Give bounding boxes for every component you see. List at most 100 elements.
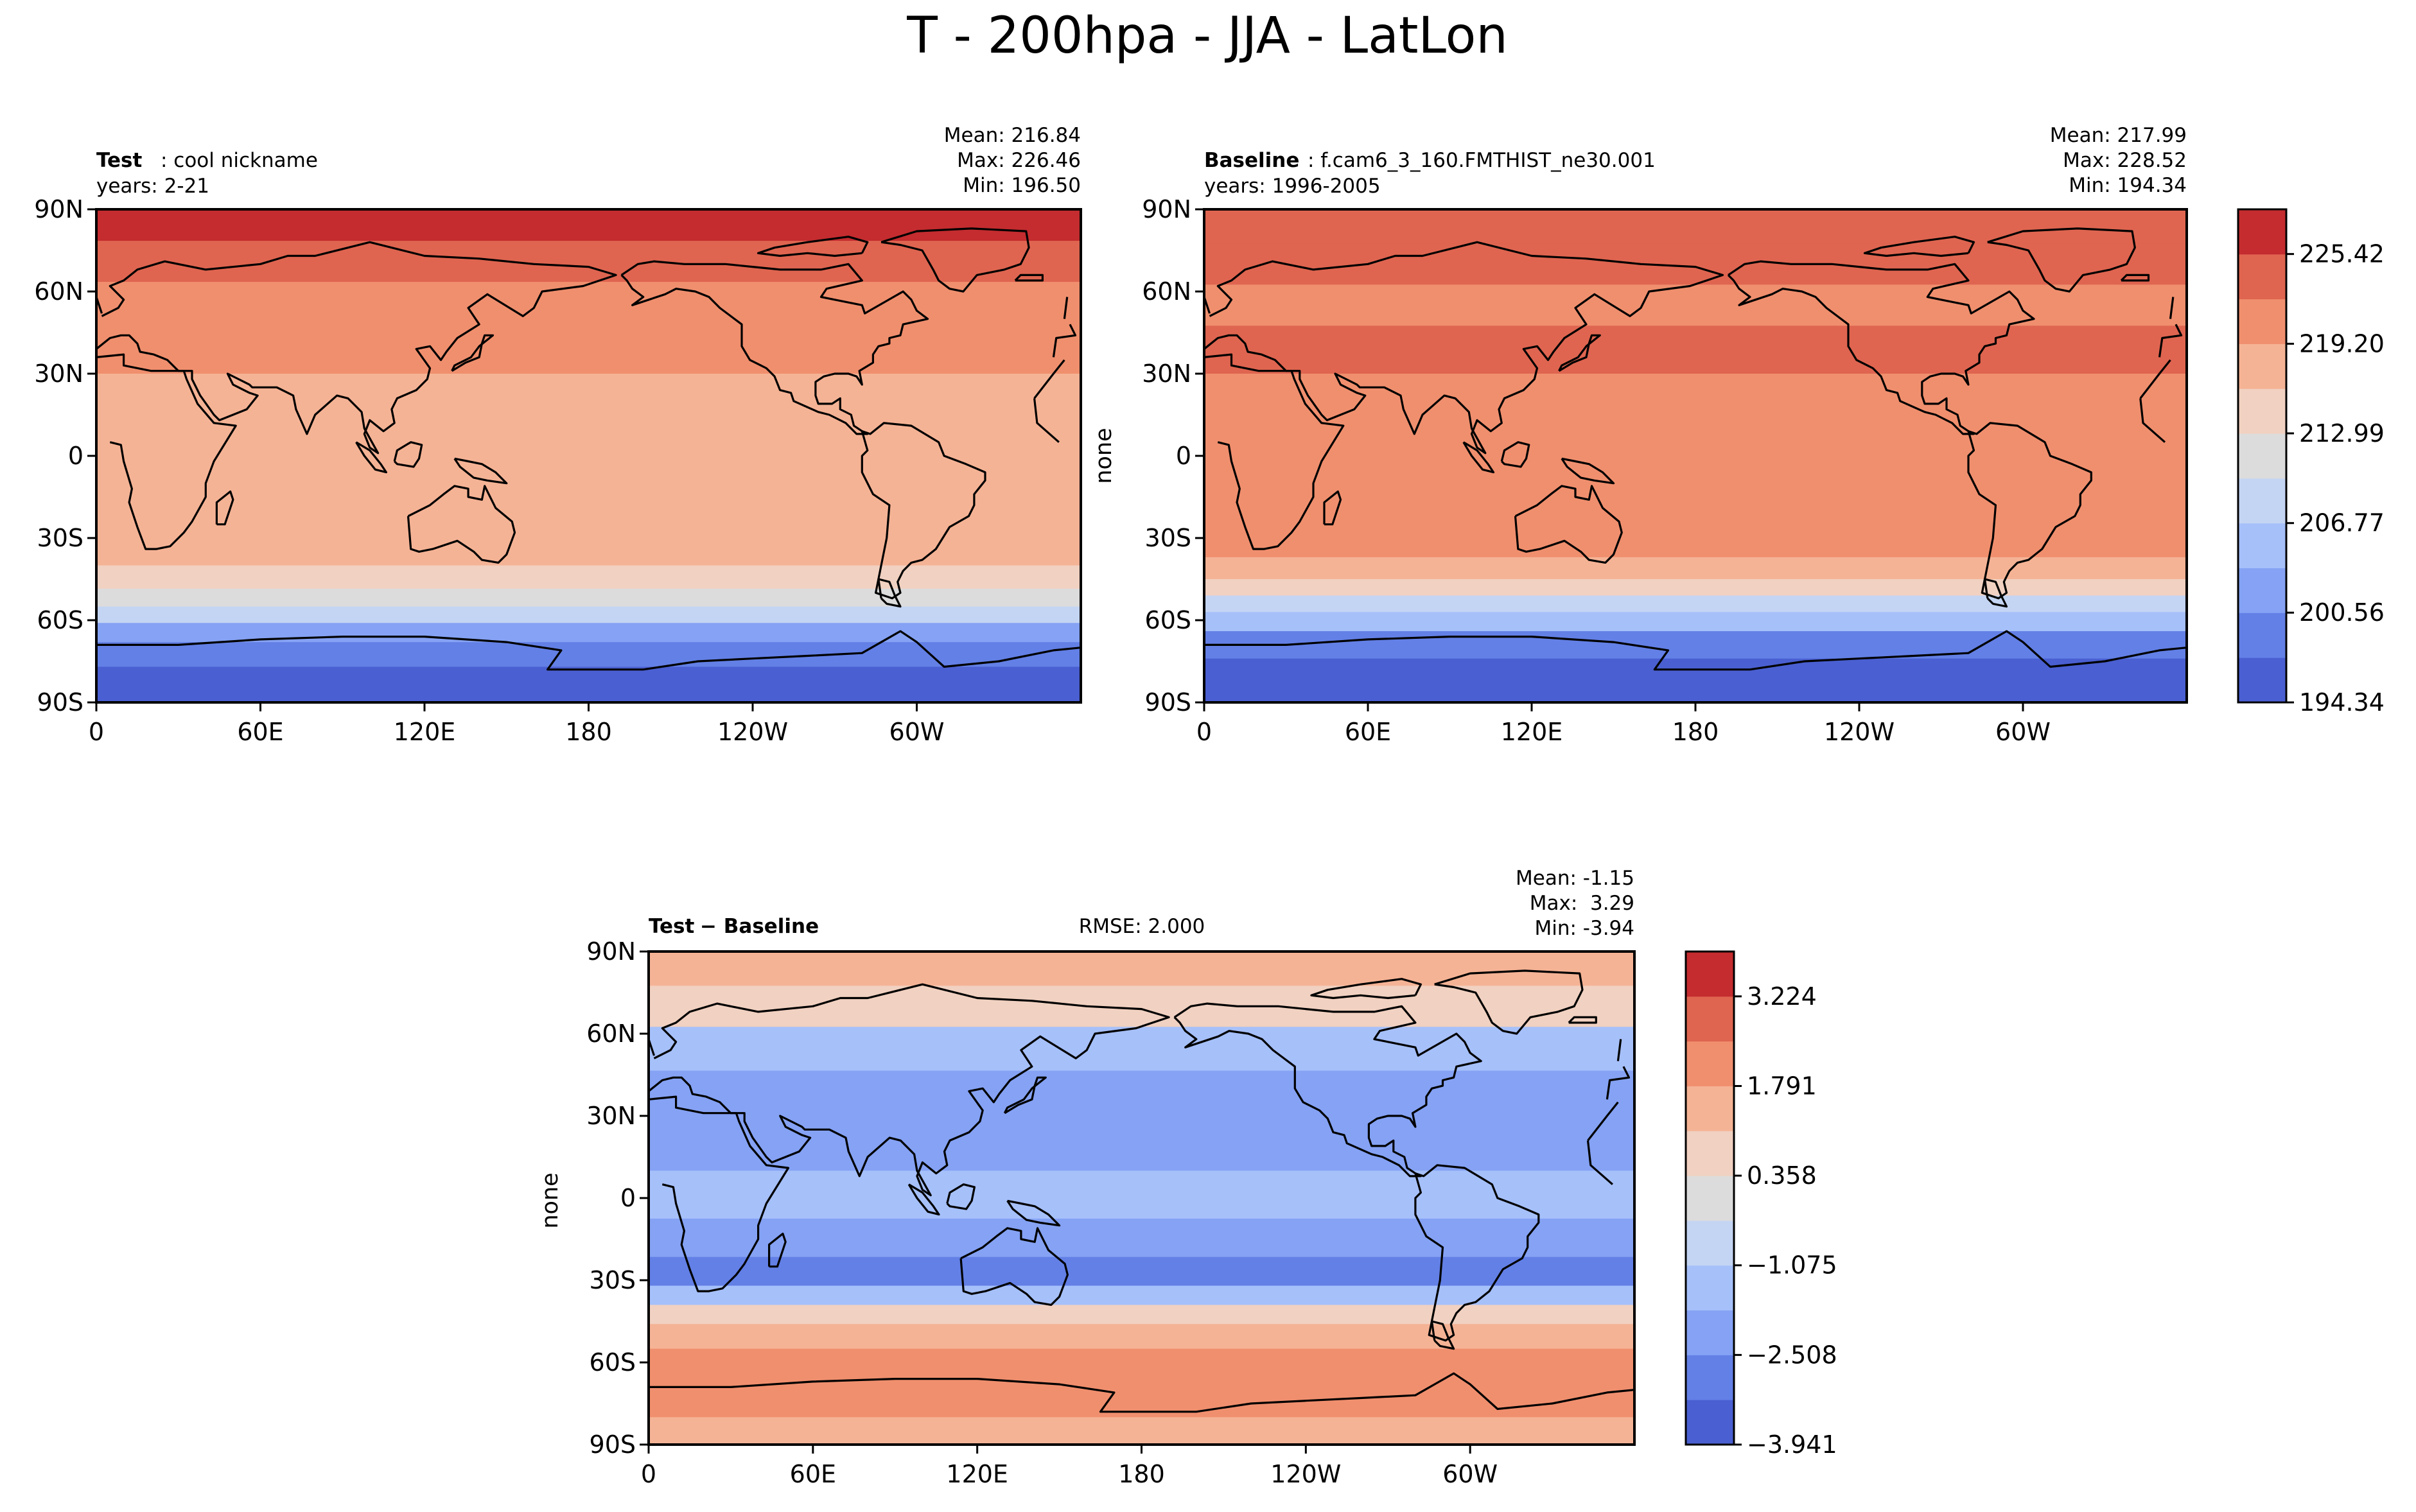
x-tick-label: 60E bbox=[790, 1460, 836, 1488]
panel-baseline-max: Max: 228.52 bbox=[2063, 149, 2187, 172]
panel-diff-ylabel: none bbox=[538, 1172, 563, 1228]
x-tick-label: 120W bbox=[717, 718, 788, 746]
colorbar-segment bbox=[2238, 568, 2286, 613]
colorbar-segment bbox=[1686, 996, 1734, 1042]
y-tick-label: 30S bbox=[590, 1266, 636, 1294]
x-tick-label: 60E bbox=[1345, 718, 1391, 746]
panel-baseline-mean: Mean: 217.99 bbox=[2050, 124, 2187, 147]
contour-band bbox=[96, 588, 1081, 607]
coastline bbox=[1434, 969, 1584, 1035]
x-tick-label: 120E bbox=[1501, 718, 1563, 746]
y-tick-label: 0 bbox=[1176, 442, 1191, 470]
coastline bbox=[620, 260, 929, 435]
colorbar-segment bbox=[2238, 254, 2286, 300]
y-tick-label: 60S bbox=[1145, 606, 1191, 634]
coastline bbox=[649, 983, 1170, 1197]
contour-band bbox=[1204, 595, 2187, 613]
coastline bbox=[1606, 1066, 1631, 1100]
panel-baseline-min: Min: 194.34 bbox=[2069, 174, 2187, 197]
coastline bbox=[1987, 227, 2136, 293]
contour-band bbox=[649, 1170, 1634, 1219]
contour-band bbox=[1204, 209, 2187, 245]
y-tick-label: 60S bbox=[37, 606, 83, 634]
contour-band bbox=[1204, 374, 2187, 430]
contour-band bbox=[96, 282, 1081, 327]
colorbar-segment bbox=[2238, 433, 2286, 479]
x-tick-label: 120W bbox=[1270, 1460, 1341, 1488]
contour-band bbox=[1204, 428, 2187, 484]
y-tick-label: 90S bbox=[37, 688, 83, 717]
coastline bbox=[1006, 1199, 1061, 1227]
coastline bbox=[1204, 353, 1345, 550]
colorbar-tick-label: −1.075 bbox=[1747, 1251, 1837, 1280]
panel-diff-mean: Mean: -1.15 bbox=[1516, 867, 1634, 890]
contour-band bbox=[96, 531, 1081, 566]
colorbar-tick-label: 225.42 bbox=[2299, 240, 2385, 268]
x-tick-label: 120E bbox=[394, 718, 456, 746]
x-tick-label: 60E bbox=[237, 718, 283, 746]
contour-band bbox=[649, 1348, 1634, 1384]
x-tick-label: 60W bbox=[1995, 718, 2051, 746]
colorbar-tick-label: −3.941 bbox=[1747, 1430, 1837, 1459]
coastline bbox=[1587, 1101, 1619, 1142]
panel-baseline: Baseline : f.cam6_3_160.FMTHIST_ne30.001… bbox=[1091, 124, 2188, 746]
figure-title: T - 200hpa - JJA - LatLon bbox=[906, 7, 1508, 65]
contour-band bbox=[649, 1285, 1634, 1306]
coastline bbox=[1323, 490, 1342, 526]
coastline bbox=[767, 1232, 787, 1268]
coastline bbox=[1863, 236, 1975, 257]
map-test: 0 60E 120E 180 120W 60W 90N 60N 30N 0 30S 60S 90S bbox=[34, 195, 1082, 746]
contour-band bbox=[1204, 557, 2187, 580]
y-tick-label: 60N bbox=[34, 277, 83, 306]
y-tick-label: 90S bbox=[590, 1430, 636, 1459]
coastline bbox=[96, 353, 237, 550]
contour-band bbox=[1204, 658, 2187, 702]
colorbar-segment bbox=[2238, 299, 2286, 344]
colorbar-tick-label: 1.791 bbox=[1747, 1072, 1817, 1100]
coastline bbox=[355, 441, 388, 474]
y-tick-label: 60N bbox=[586, 1020, 636, 1048]
colorbar-segment bbox=[2238, 657, 2286, 703]
contour-band bbox=[1204, 612, 2187, 632]
colorbar-segment bbox=[1686, 1220, 1734, 1266]
contour-band bbox=[96, 565, 1081, 589]
y-tick-label: 90S bbox=[1145, 688, 1191, 717]
y-tick-label: 90N bbox=[34, 195, 83, 223]
contour-band bbox=[96, 326, 1081, 374]
coastline bbox=[1727, 260, 2035, 435]
coastline bbox=[215, 490, 234, 526]
colorbar-segment bbox=[2238, 523, 2286, 569]
panel-diff-max: Max: 3.29 bbox=[1530, 892, 1634, 915]
coastline bbox=[757, 236, 869, 257]
y-tick-label: 30N bbox=[1142, 360, 1191, 388]
coastline bbox=[861, 422, 986, 600]
colorbar-segment bbox=[2238, 343, 2286, 389]
coastline bbox=[1063, 297, 1069, 319]
y-tick-label: 30S bbox=[1145, 524, 1191, 552]
panel-diff-title: − Baseline bbox=[700, 915, 819, 938]
x-tick-label: 60W bbox=[1442, 1460, 1498, 1488]
y-tick-label: 0 bbox=[620, 1184, 636, 1212]
coastline bbox=[96, 630, 1081, 671]
colorbar-segment bbox=[1686, 1265, 1734, 1311]
coastline bbox=[1967, 422, 2092, 600]
colorbar-frame bbox=[1685, 950, 1735, 1446]
coastline bbox=[1558, 334, 1601, 372]
colorbar-segment bbox=[2238, 478, 2286, 524]
coastline bbox=[1462, 441, 1495, 474]
colorbar-tick-label: 206.77 bbox=[2299, 509, 2385, 537]
colorbar-tick-label: 3.224 bbox=[1747, 982, 1817, 1011]
coastline bbox=[1616, 1039, 1622, 1061]
coastline bbox=[1586, 1140, 1613, 1185]
coastline bbox=[880, 227, 1030, 293]
colorbar-segment bbox=[1686, 1355, 1734, 1400]
contour-band bbox=[649, 1070, 1634, 1120]
coastline bbox=[393, 441, 423, 468]
panel-test-min: Min: 196.50 bbox=[963, 174, 1081, 197]
panel-baseline-years: years: 1996-2005 bbox=[1204, 175, 1381, 198]
colorbar-segment bbox=[2238, 209, 2286, 255]
coastline bbox=[1514, 485, 1623, 564]
contour-band bbox=[96, 666, 1081, 702]
y-tick-label: 60N bbox=[1142, 277, 1191, 306]
y-tick-label: 90N bbox=[586, 937, 636, 966]
